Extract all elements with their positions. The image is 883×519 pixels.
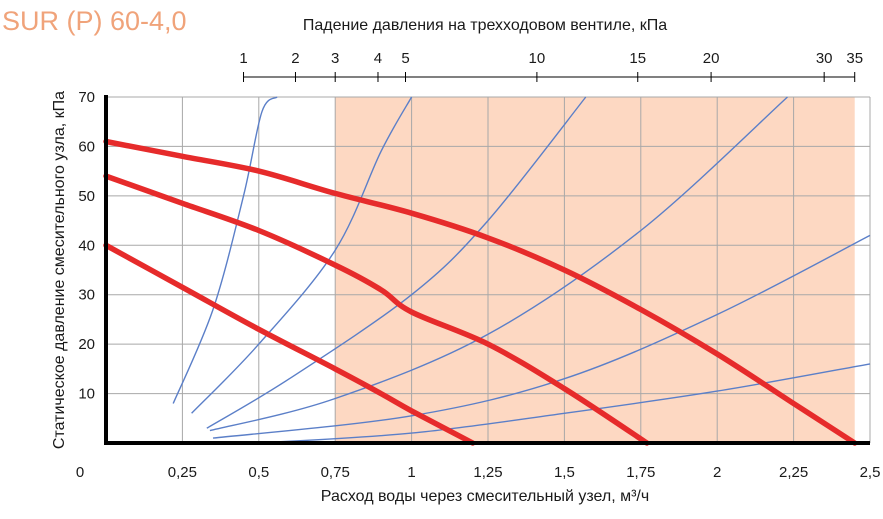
- top-tick-label: 15: [629, 50, 646, 67]
- y-tick-label: 50: [78, 188, 95, 205]
- top-tick-label: 4: [374, 50, 382, 67]
- x-tick-label: 1,5: [554, 464, 575, 481]
- x-tick-label: 0,25: [168, 464, 197, 481]
- valve-curve-2: [191, 96, 413, 414]
- y-axis-title: Статическое давление смесительного узла,…: [51, 91, 68, 449]
- x-tick-label: 2,25: [779, 464, 808, 481]
- top-tick-label: 3: [331, 50, 339, 67]
- axis-layer: [104, 72, 870, 445]
- pump-curve-1: [103, 242, 476, 446]
- x-tick-label: 0,5: [248, 464, 269, 481]
- top-tick-label: 5: [401, 50, 409, 67]
- y-tick-label: 10: [78, 386, 95, 403]
- top-tick-label: 30: [816, 50, 833, 67]
- valve-curve-3: [206, 96, 587, 429]
- pump-curve-3: [103, 138, 858, 446]
- pump-curves-layer: [103, 138, 858, 446]
- label-layer: 0 0,25 0,5 0,75 1 1,25 1,5 1,75 2 2,25 2,5 10 20 30 40…: [76, 50, 881, 481]
- y-tick-label: 70: [78, 89, 95, 106]
- x-tick-label: 0,75: [321, 464, 350, 481]
- x-axis-title: Расход воды через смесительный узел, м³/…: [321, 488, 649, 505]
- top-axis-title: Падение давления на трехходовом вентиле,…: [303, 17, 667, 34]
- top-tick-label: 2: [291, 50, 299, 67]
- chart-title: SUR (P) 60-4,0: [2, 6, 187, 36]
- x-tick-label: 0: [76, 464, 84, 481]
- x-tick-label: 1,75: [626, 464, 655, 481]
- valve-curve-5: [212, 234, 871, 439]
- x-tick-label: 2,5: [860, 464, 881, 481]
- y-tick-label: 60: [78, 138, 95, 155]
- top-tick-label: 1: [239, 50, 247, 67]
- pump-curve-2: [103, 173, 650, 446]
- y-tick-label: 30: [78, 287, 95, 304]
- valve-curve-4: [209, 96, 788, 432]
- x-tick-label: 2: [713, 464, 721, 481]
- top-tick-label: 35: [846, 50, 863, 67]
- valve-curve-1: [172, 96, 278, 404]
- top-tick-label: 20: [703, 50, 720, 67]
- y-tick-label: 20: [78, 336, 95, 353]
- x-tick-label: 1: [407, 464, 415, 481]
- grid-layer: [106, 96, 871, 443]
- y-tick-label: 40: [78, 237, 95, 254]
- x-tick-label: 1,25: [473, 464, 502, 481]
- valve-curve-6: [258, 363, 871, 444]
- top-tick-label: 10: [529, 50, 546, 67]
- valve-curves-layer: [172, 96, 871, 444]
